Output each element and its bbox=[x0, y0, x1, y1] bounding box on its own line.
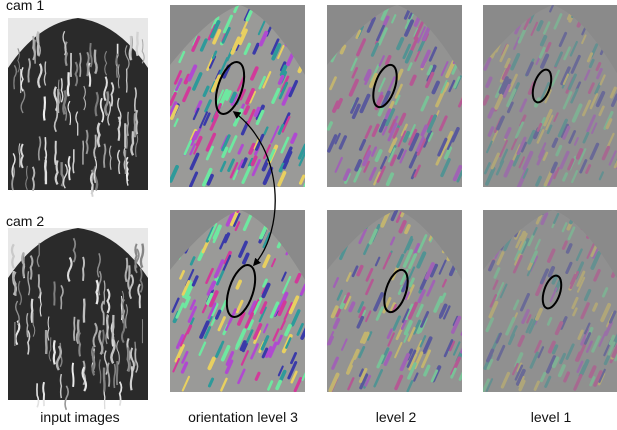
input-image bbox=[8, 228, 148, 410]
column-label: level 2 bbox=[376, 409, 417, 425]
panels bbox=[8, 0, 617, 410]
column-label: orientation level 3 bbox=[188, 409, 298, 425]
orientation-map bbox=[327, 0, 469, 187]
input-image bbox=[8, 18, 148, 197]
orientation-map bbox=[170, 196, 310, 392]
orientation-map bbox=[170, 0, 309, 187]
orientation-map bbox=[483, 0, 617, 187]
row-label: cam 2 bbox=[6, 213, 44, 229]
orientation-map bbox=[327, 197, 467, 392]
row-label: cam 1 bbox=[6, 0, 44, 13]
column-label: level 1 bbox=[531, 409, 572, 425]
column-label: input images bbox=[40, 409, 119, 425]
orientation-map bbox=[483, 197, 617, 392]
figure: cam 1 cam 2 input images orientation lev… bbox=[0, 0, 617, 430]
